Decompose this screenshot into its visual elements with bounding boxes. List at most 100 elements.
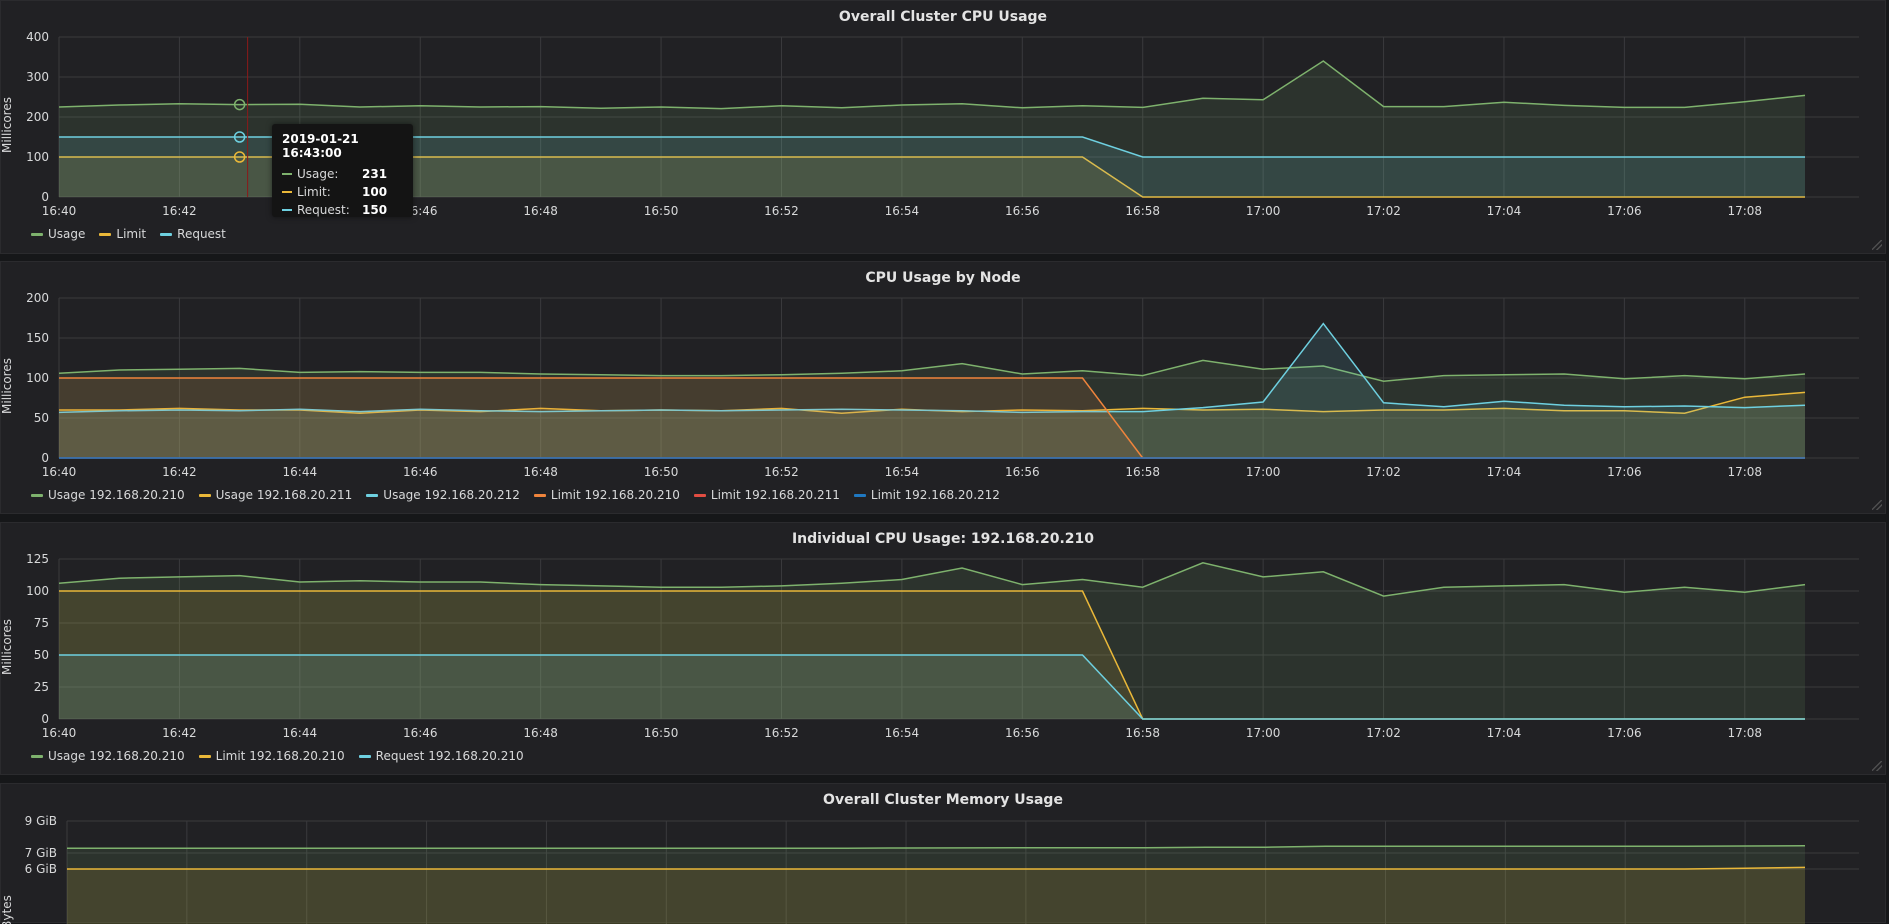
panel-individual-cpu[interactable]: Individual CPU Usage: 192.168.20.210 125… bbox=[0, 522, 1886, 775]
x-tick-label: 16:44 bbox=[283, 465, 318, 479]
legend-item[interactable]: Usage 192.168.20.210 bbox=[31, 749, 185, 763]
y-axis-label: Bytes bbox=[1, 895, 14, 924]
legend-item[interactable]: Request 192.168.20.210 bbox=[358, 749, 524, 763]
legend-label: Usage 192.168.20.210 bbox=[48, 488, 185, 502]
x-tick-label: 16:48 bbox=[523, 204, 558, 218]
x-tick-label: 16:50 bbox=[644, 726, 679, 740]
legend-item[interactable]: Limit 192.168.20.210 bbox=[198, 749, 345, 763]
y-tick-label: 100 bbox=[26, 584, 49, 598]
x-tick-label: 16:42 bbox=[162, 726, 197, 740]
legend-swatch bbox=[366, 493, 379, 497]
x-tick-label: 16:46 bbox=[403, 726, 438, 740]
x-tick-label: 16:54 bbox=[885, 726, 920, 740]
y-tick-label: 100 bbox=[26, 371, 49, 385]
legend-item[interactable]: Usage 192.168.20.211 bbox=[198, 488, 353, 502]
x-tick-label: 16:42 bbox=[162, 465, 197, 479]
x-tick-label: 17:08 bbox=[1727, 204, 1762, 218]
series-area bbox=[59, 360, 1805, 458]
legend-item[interactable]: Limit bbox=[99, 227, 146, 241]
y-tick-label: 6 GiB bbox=[25, 862, 57, 876]
hover-marker bbox=[233, 98, 246, 111]
legend-label: Limit 192.168.20.210 bbox=[550, 488, 680, 502]
y-tick-label: 400 bbox=[26, 30, 49, 44]
x-tick-label: 16:42 bbox=[162, 204, 197, 218]
panel-title[interactable]: Overall Cluster CPU Usage bbox=[838, 9, 1048, 25]
series-area bbox=[59, 655, 1805, 719]
x-tick-label: 16:50 bbox=[644, 465, 679, 479]
y-tick-label: 75 bbox=[34, 616, 49, 630]
series-line bbox=[58, 322, 1806, 414]
hover-tooltip: 2019-01-21 16:43:00 Usage: 231 Limit: 10… bbox=[272, 124, 413, 217]
y-axis-label: Millicores bbox=[1, 358, 14, 414]
legend-item[interactable]: Usage bbox=[31, 227, 85, 241]
x-tick-label: 16:40 bbox=[42, 726, 77, 740]
x-tick-label: 16:48 bbox=[523, 726, 558, 740]
series-line bbox=[59, 654, 1805, 720]
legend-item[interactable]: Request bbox=[160, 227, 226, 241]
panel-title[interactable]: CPU Usage by Node bbox=[865, 270, 1021, 286]
tooltip-row-usage: Usage: 231 bbox=[282, 165, 403, 183]
legend-swatch bbox=[533, 493, 546, 497]
tooltip-label: Request: bbox=[297, 203, 350, 217]
series-area bbox=[59, 323, 1805, 458]
x-tick-label: 16:56 bbox=[1005, 726, 1040, 740]
chart-cluster-memory[interactable]: 9 GiB 7 GiB 6 GiB Bytes bbox=[1, 784, 1887, 924]
chart-cluster-cpu[interactable]: 400300200100016:4016:4216:4416:4616:4816… bbox=[1, 1, 1887, 255]
legend-item[interactable]: Limit 192.168.20.211 bbox=[693, 488, 840, 502]
x-tick-label: 17:08 bbox=[1727, 726, 1762, 740]
x-tick-label: 17:00 bbox=[1246, 465, 1281, 479]
series-line bbox=[67, 866, 1806, 870]
y-tick-label: 125 bbox=[26, 552, 49, 566]
x-tick-label: 16:54 bbox=[885, 204, 920, 218]
legend: Usage 192.168.20.210 Usage 192.168.20.211… bbox=[31, 488, 1000, 502]
legend-item[interactable]: Limit 192.168.20.210 bbox=[533, 488, 680, 502]
chart-individual-cpu[interactable]: 125 100 75 50 25 016:40 16:42 16:44 16:46 16:48 16… bbox=[1, 523, 1887, 776]
legend-swatch bbox=[358, 754, 371, 758]
panel-cluster-memory[interactable]: Overall Cluster Memory Usage 9 GiB 7 GiB 6… bbox=[0, 783, 1887, 924]
resize-handle[interactable] bbox=[1872, 500, 1882, 510]
legend-item[interactable]: Limit 192.168.20.212 bbox=[853, 488, 1000, 502]
y-tick-label: 0 bbox=[41, 451, 49, 465]
legend-swatch bbox=[693, 493, 706, 497]
panel-title[interactable]: Overall Cluster Memory Usage bbox=[823, 792, 1063, 808]
y-tick-label: 50 bbox=[34, 648, 49, 662]
hover-marker bbox=[233, 131, 246, 143]
y-tick-label: 300 bbox=[26, 70, 49, 84]
series-line bbox=[58, 60, 1806, 110]
legend: Usage Limit Request bbox=[31, 227, 226, 241]
legend-label: Limit bbox=[116, 227, 147, 241]
series-line bbox=[67, 845, 1806, 849]
series-area bbox=[59, 378, 1805, 458]
tooltip-value: 150 bbox=[362, 203, 388, 217]
panel-title[interactable]: Individual CPU Usage: 192.168.20.210 bbox=[791, 531, 1095, 547]
tooltip-swatch bbox=[282, 191, 292, 193]
x-tick-label: 17:00 bbox=[1246, 204, 1281, 218]
legend-swatch bbox=[198, 493, 211, 497]
x-tick-label: 16:58 bbox=[1125, 726, 1160, 740]
x-tick-label: 16:44 bbox=[283, 726, 318, 740]
tooltip-value: 100 bbox=[362, 185, 388, 199]
resize-handle[interactable] bbox=[1872, 761, 1882, 771]
x-tick-label: 17:04 bbox=[1487, 465, 1522, 479]
x-tick-label: 17:06 bbox=[1607, 204, 1642, 218]
x-tick-label: 17:08 bbox=[1727, 465, 1762, 479]
y-axis-label: Millicores bbox=[1, 97, 14, 153]
chart-cpu-by-node[interactable]: 200 150 100 50 016:40 16:42 16:44 16:46 16:48 16:… bbox=[1, 262, 1887, 515]
y-tick-label: 150 bbox=[26, 331, 49, 345]
x-tick-label: 16:58 bbox=[1125, 465, 1160, 479]
x-tick-label: 16:52 bbox=[764, 726, 799, 740]
legend-label: Usage 192.168.20.211 bbox=[215, 488, 353, 502]
y-tick-label: 50 bbox=[34, 411, 49, 425]
legend-item[interactable]: Usage 192.168.20.212 bbox=[366, 488, 520, 502]
panel-cpu-by-node[interactable]: CPU Usage by Node 200 150 100 50 0 16:40 16:42… bbox=[0, 261, 1886, 514]
resize-handle[interactable] bbox=[1872, 240, 1882, 250]
x-tick-label: 17:04 bbox=[1487, 204, 1522, 218]
legend-label: Usage 192.168.20.212 bbox=[383, 488, 520, 502]
x-tick-label: 16:40 bbox=[42, 204, 77, 218]
x-tick-label: 17:02 bbox=[1366, 726, 1401, 740]
y-tick-label: 25 bbox=[34, 680, 49, 694]
legend-item[interactable]: Usage 192.168.20.210 bbox=[31, 488, 185, 502]
x-tick-label: 16:54 bbox=[885, 465, 920, 479]
series-area bbox=[59, 392, 1805, 458]
tooltip-value: 231 bbox=[362, 167, 388, 181]
